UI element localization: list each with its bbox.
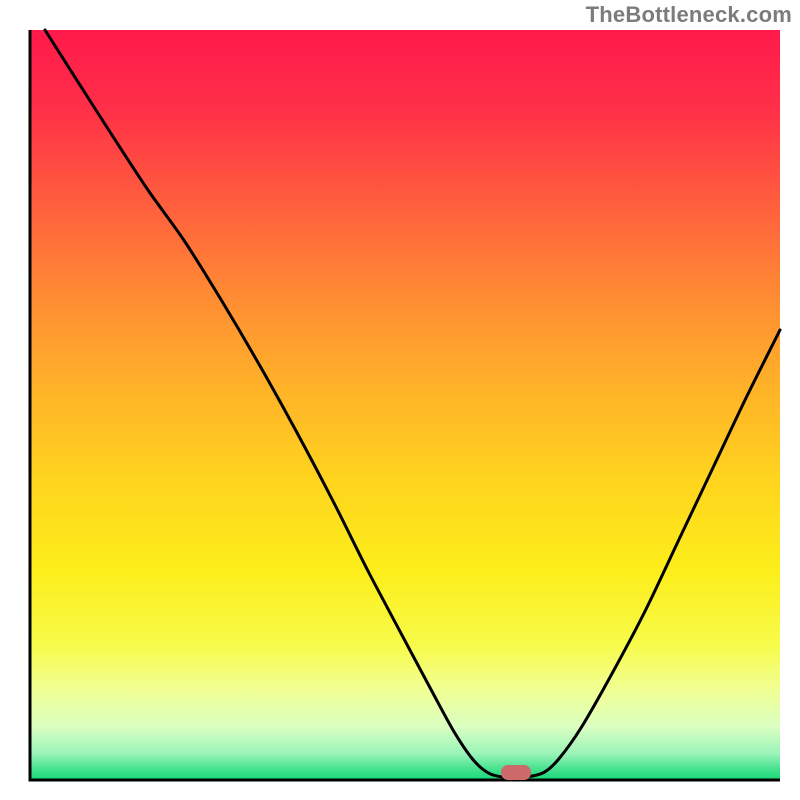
watermark-label: TheBottleneck.com — [586, 2, 792, 28]
optimum-marker — [501, 765, 531, 780]
chart-container: TheBottleneck.com — [0, 0, 800, 800]
plot-background — [30, 30, 780, 780]
bottleneck-chart — [0, 0, 800, 800]
